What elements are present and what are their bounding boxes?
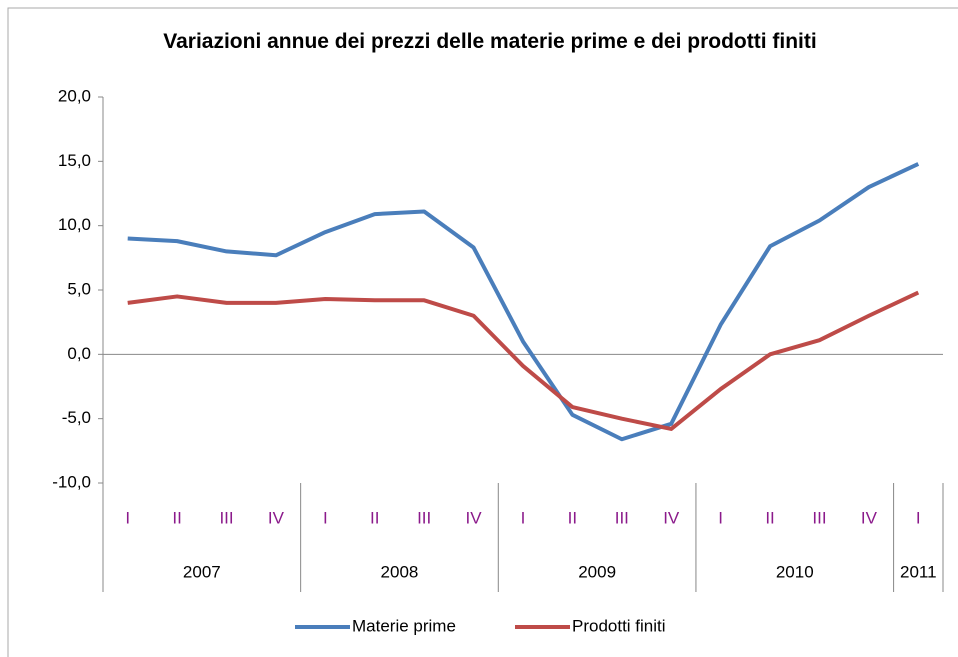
x-tick-label: I — [521, 508, 526, 527]
line-series — [127, 162, 920, 442]
y-tick-label: 20,0 — [58, 86, 91, 105]
y-tick-label: 10,0 — [58, 215, 91, 234]
group-label: 2010 — [776, 562, 814, 581]
y-tick-label: 5,0 — [67, 279, 91, 298]
chart-title: Variazioni annue dei prezzi delle materi… — [163, 30, 817, 53]
y-tick-label: -10,0 — [52, 472, 91, 491]
line-series — [127, 290, 920, 431]
x-tick-label: I — [718, 508, 723, 527]
group-label: 2011 — [900, 562, 937, 581]
x-tick-label: I — [125, 508, 130, 527]
x-tick-label: IV — [466, 508, 483, 527]
x-tick-label: II — [765, 508, 774, 527]
x-tick-label: IV — [861, 508, 878, 527]
x-tick-label: IV — [268, 508, 285, 527]
x-tick-label: II — [172, 508, 181, 527]
y-tick-label: 0,0 — [67, 344, 91, 363]
x-tick-label: IV — [663, 508, 680, 527]
y-tick-label: -5,0 — [62, 408, 91, 427]
group-label: 2007 — [183, 562, 221, 581]
x-tick-label: III — [219, 508, 233, 527]
x-tick-label: II — [370, 508, 379, 527]
x-tick-label: III — [417, 508, 431, 527]
x-tick-label: III — [615, 508, 629, 527]
legend-label: Prodotti finiti — [572, 616, 666, 635]
group-label: 2009 — [578, 562, 616, 581]
x-tick-label: I — [323, 508, 328, 527]
y-tick-label: 15,0 — [58, 151, 91, 170]
x-tick-label: III — [812, 508, 826, 527]
x-tick-label: I — [916, 508, 921, 527]
legend-label: Materie prime — [352, 616, 456, 635]
group-label: 2008 — [381, 562, 419, 581]
frame — [7, 7, 958, 657]
x-tick-label: II — [568, 508, 577, 527]
